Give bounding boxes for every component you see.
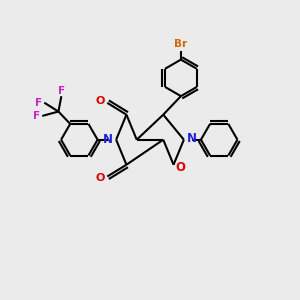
Text: O: O <box>95 173 105 183</box>
Text: F: F <box>35 98 43 108</box>
Text: F: F <box>33 111 40 121</box>
Text: N: N <box>103 133 113 146</box>
Text: O: O <box>95 96 105 106</box>
Text: Br: Br <box>174 39 188 49</box>
Text: F: F <box>58 86 65 96</box>
Text: N: N <box>187 132 197 145</box>
Text: O: O <box>175 160 185 174</box>
